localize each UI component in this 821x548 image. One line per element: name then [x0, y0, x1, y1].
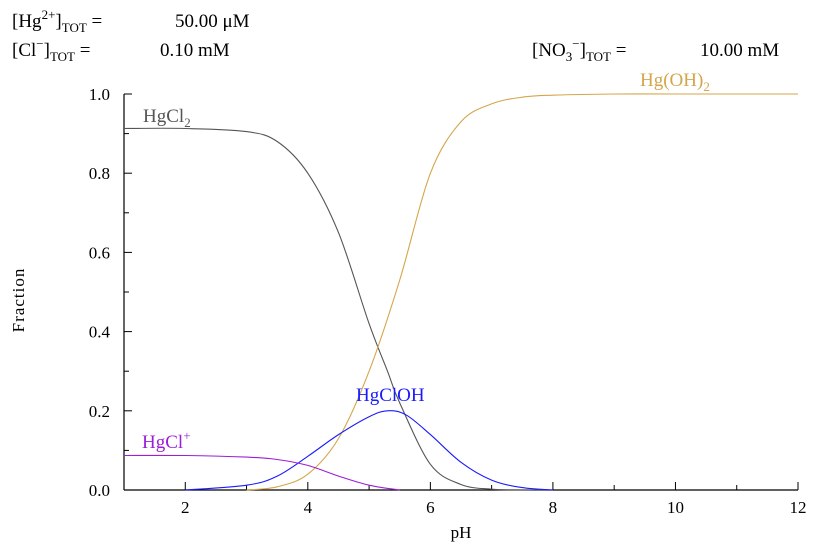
hg-total-label: [Hg2+]TOT =	[12, 7, 102, 35]
y-tick-label: 0.8	[89, 164, 110, 183]
series-line-hgcloh	[185, 410, 553, 491]
y-tick-label: 1.0	[89, 85, 110, 104]
series-label: HgClOH	[356, 385, 425, 406]
x-tick-label: 12	[790, 498, 807, 517]
y-tick-label: 0.6	[89, 243, 110, 262]
y-tick-label: 0.4	[89, 323, 111, 342]
x-tick-label: 2	[181, 498, 190, 517]
series-label: HgCl2	[143, 106, 191, 130]
x-tick-label: 8	[549, 498, 558, 517]
x-axis-title: pH	[451, 523, 472, 542]
y-tick-label: 0.0	[89, 481, 110, 500]
series-line-hgcl2	[123, 127, 553, 491]
series-line-hgcl	[123, 454, 400, 491]
cl-total-label: [Cl−]TOT =	[12, 36, 90, 64]
series-labels: HgCl2 Hg(OH)2 HgClOH HgCl+	[142, 70, 710, 453]
no3-total-label: [NO3−]TOT =	[532, 36, 626, 64]
x-tick-label: 4	[304, 498, 313, 517]
series-label: Hg(OH)2	[640, 70, 710, 94]
series-line-hg-oh-2	[246, 93, 798, 491]
y-axis-title: Fraction	[9, 268, 28, 333]
cl-total-value: 0.10 mM	[160, 40, 230, 61]
no3-total-value: 10.00 mM	[700, 40, 779, 61]
y-tick-label: 0.2	[89, 402, 110, 421]
series-lines	[123, 93, 798, 491]
hg-total-value: 50.00 μM	[175, 11, 250, 32]
axis-ticks: 2 4 6 8 10 12 0.0 0.2 0.4 0.6 0.8 1.0	[89, 85, 807, 517]
x-tick-label: 6	[426, 498, 435, 517]
x-tick-label: 10	[667, 498, 684, 517]
series-label: HgCl+	[142, 428, 191, 453]
